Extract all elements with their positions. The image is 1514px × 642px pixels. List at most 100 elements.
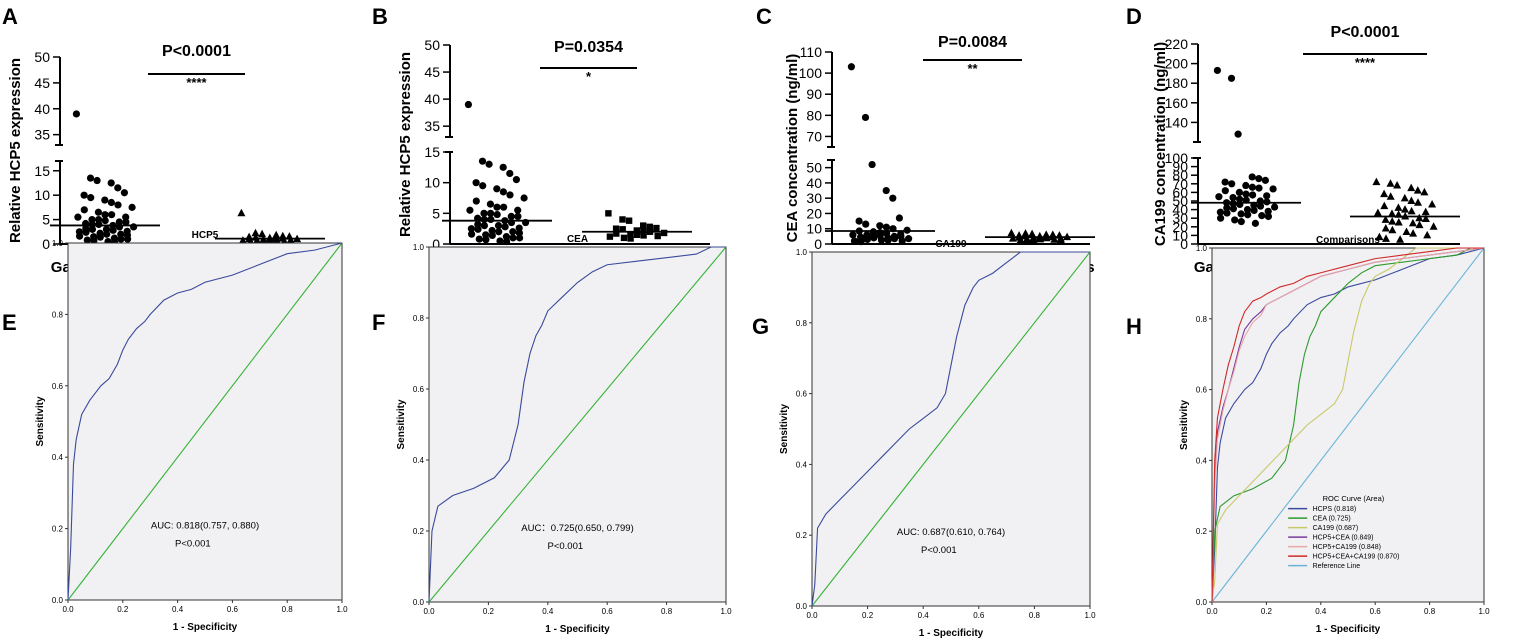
p-value-d: P<0.0001: [1331, 24, 1400, 41]
y-tick-label-b: 15: [424, 144, 440, 160]
legend-label-h: HCP5+CEA (0.849): [1313, 535, 1374, 542]
data-point-d: [1402, 227, 1411, 235]
data-point-b: [475, 235, 483, 243]
data-point-b: [488, 231, 496, 240]
y-tick-label-f: 1.0: [413, 243, 425, 252]
roc-curve-h: [1211, 247, 1485, 603]
y-tick-label-a: 10: [34, 187, 50, 203]
data-point-d: [1407, 196, 1416, 204]
data-point-a: [115, 223, 124, 231]
data-point-b: [646, 223, 653, 231]
data-point-b: [480, 209, 488, 217]
data-point-d: [1255, 184, 1263, 192]
data-point-d: [1237, 210, 1245, 218]
x-tick-label-e: 1.0: [336, 605, 348, 614]
data-point-c: [1056, 235, 1065, 244]
data-point-c: [862, 220, 870, 228]
data-point-c: [1023, 236, 1032, 244]
data-point-b: [509, 228, 517, 236]
data-point-c: [861, 113, 870, 122]
x-tick-label-g: 0.8: [1029, 611, 1041, 620]
data-point-d: [1381, 215, 1390, 223]
significance-stars-b: *: [586, 69, 592, 84]
data-point-d: [1242, 190, 1250, 198]
data-point-d: [1256, 202, 1265, 210]
data-point-a: [101, 211, 109, 219]
data-point-a: [238, 236, 247, 244]
reference-line-e: [67, 242, 343, 601]
auc-annotation-f: AUC：0.725(0.650, 0.799): [521, 523, 633, 534]
data-point-d: [1386, 192, 1395, 200]
y-axis-label-c: CEA concentration (ng/ml): [784, 54, 801, 243]
data-point-b: [507, 212, 515, 220]
data-point-d: [1221, 187, 1229, 195]
data-point-a: [72, 110, 80, 118]
data-point-b: [486, 200, 494, 208]
data-point-a: [94, 208, 102, 216]
x-tick-label-h: 0.4: [1315, 607, 1327, 616]
significance-stars-a: ****: [186, 75, 207, 90]
data-point-b: [619, 226, 626, 233]
data-point-c: [898, 237, 906, 245]
data-point-a: [237, 208, 246, 217]
data-point-c: [868, 160, 876, 169]
data-point-a: [109, 226, 117, 234]
data-point-d: [1407, 183, 1416, 192]
data-point-b: [494, 222, 503, 230]
y-tick-label-g: 1.0: [796, 248, 808, 257]
p-value-c: P=0.0084: [938, 34, 1007, 51]
y-tick-label-h: 0.0: [1196, 598, 1208, 607]
data-point-c: [882, 186, 890, 195]
data-point-b: [482, 236, 490, 244]
data-point-b: [509, 234, 517, 242]
roc-curve-h: [1211, 247, 1485, 603]
data-point-d: [1251, 219, 1259, 227]
y-tick-label-d: 90: [1172, 159, 1188, 175]
x-tick-label-h: 1.0: [1478, 607, 1490, 616]
data-point-b: [613, 230, 620, 237]
significance-stars-d: ****: [1355, 55, 1376, 70]
data-point-d: [1421, 207, 1430, 216]
y-tick-label-d: 40: [1172, 202, 1188, 218]
x-tick-label-f: 0.6: [602, 607, 614, 616]
data-point-c: [895, 214, 904, 222]
data-point-d: [1388, 225, 1397, 234]
legend-label-h: HCPS (0.818): [1313, 506, 1357, 513]
x-tick-label-e: 0.6: [227, 605, 239, 614]
data-point-b: [480, 222, 488, 230]
data-point-b: [499, 163, 507, 171]
data-point-b: [487, 209, 495, 217]
data-point-d: [1242, 181, 1250, 190]
p-value-g: P<0.001: [921, 545, 957, 556]
reference-line-f: [428, 246, 727, 603]
data-point-d: [1237, 218, 1245, 226]
data-point-a: [108, 211, 116, 219]
data-point-b: [468, 230, 476, 238]
data-point-d: [1264, 207, 1272, 215]
x-axis-label-h: 1 - Specificity: [1316, 624, 1381, 635]
data-point-b: [619, 216, 626, 223]
y-tick-label-d: 0: [1180, 236, 1188, 252]
y-tick-label-c: 30: [806, 190, 822, 206]
data-point-b: [472, 179, 480, 187]
data-point-a: [266, 236, 275, 245]
y-tick-label-b: 5: [432, 205, 440, 221]
data-point-d: [1234, 130, 1242, 138]
y-tick-label-f: 0.8: [413, 314, 425, 323]
data-point-a: [130, 223, 138, 231]
p-value-f: P<0.001: [548, 541, 584, 552]
data-point-d: [1375, 232, 1384, 241]
x-axis-label-f: 1 - Specificity: [545, 624, 610, 635]
data-point-b: [627, 235, 634, 242]
data-point-d: [1263, 192, 1271, 200]
data-point-d: [1248, 173, 1256, 181]
y-tick-label-b: 45: [424, 64, 440, 80]
panel-letter-a: A: [2, 4, 18, 29]
y-tick-label-h: 0.4: [1196, 456, 1208, 465]
y-tick-label-a: 35: [34, 127, 50, 143]
data-point-b: [627, 230, 634, 238]
panel-letter-e: E: [2, 310, 17, 335]
y-tick-label-b: 35: [424, 118, 440, 134]
data-point-b: [512, 176, 521, 184]
data-point-d: [1244, 211, 1252, 219]
